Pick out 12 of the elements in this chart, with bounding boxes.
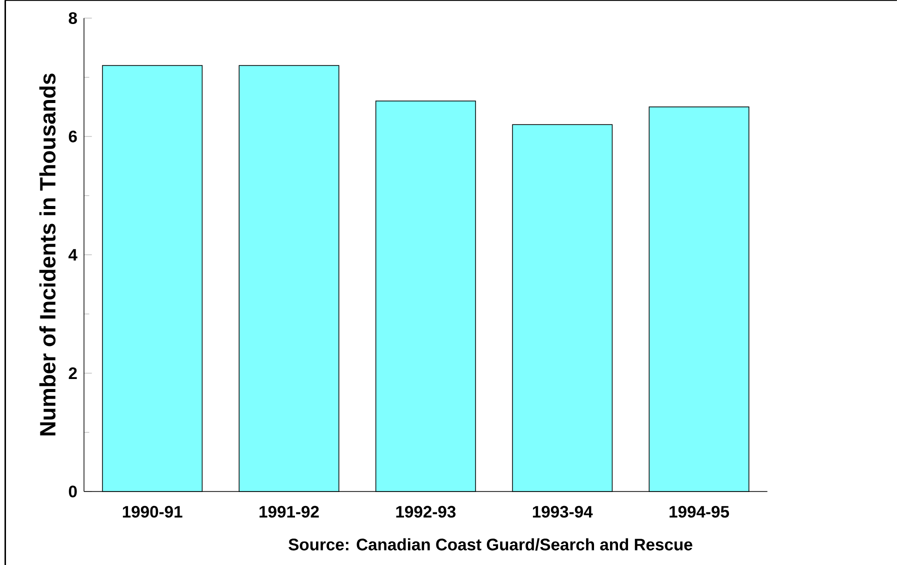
y-tick-label: 2: [68, 367, 77, 379]
y-tick-label: 0: [68, 486, 77, 498]
x-tick-label: 1994-95: [670, 506, 730, 518]
y-tick-label: 4: [68, 249, 78, 261]
x-tick-label: 1991-92: [260, 506, 319, 518]
x-tick-label: 1992-93: [396, 506, 456, 518]
source-note: Source: Canadian Coast Guard/Search and Rescue: [288, 538, 692, 551]
x-tick-label: 1993-94: [532, 506, 593, 518]
y-axis-title: Number of Incidents in Thousands: [39, 74, 56, 436]
y-tick-label: 8: [68, 12, 77, 24]
y-tick-label: 6: [68, 130, 77, 142]
x-tick-label: 1990-91: [122, 506, 182, 518]
